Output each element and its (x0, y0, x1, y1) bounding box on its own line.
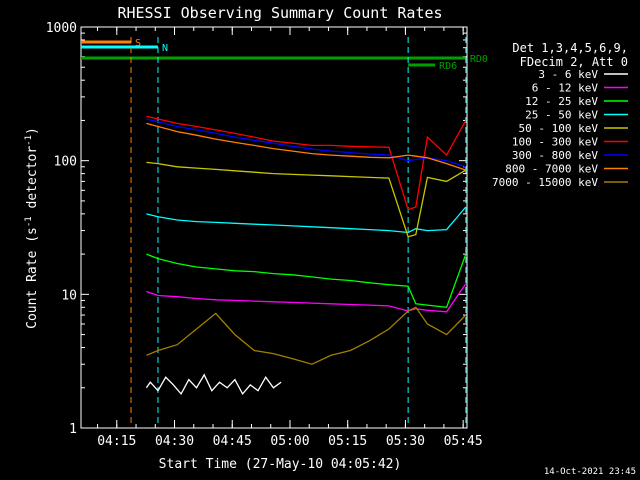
series-line-5 (146, 115, 467, 211)
x-tick-label: 04:15 (97, 434, 136, 449)
series-line-3 (146, 206, 467, 234)
legend-label-2: 12 - 25 keV (525, 95, 598, 108)
legend-label-5: 100 - 300 keV (512, 136, 598, 149)
flag-label-rd0: RD0 (470, 54, 488, 65)
series-line-7 (146, 122, 467, 171)
x-tick-label: 04:30 (155, 434, 194, 449)
flag-label-n: N (162, 43, 168, 54)
y-axis-label-sup2: -1 (24, 135, 34, 146)
legend-label-0: 3 - 6 keV (538, 68, 598, 81)
plot-frame (80, 26, 468, 429)
y-tick-label: 1 (69, 422, 77, 437)
x-tick-label: 05:30 (386, 434, 425, 449)
y-axis-label-end: ) (25, 127, 40, 135)
x-axis-label: Start Time (27-May-10 04:05:42) (159, 457, 402, 472)
legend-header-line-1: Det 1,3,4,5,6,9, (512, 41, 628, 55)
legend-label-4: 50 - 100 keV (519, 122, 599, 135)
y-tick-label: 10 (61, 288, 77, 303)
x-tick-label: 05:45 (444, 434, 483, 449)
x-tick-label: 05:00 (270, 434, 309, 449)
legend-label-6: 300 - 800 keV (512, 149, 598, 162)
timestamp: 14-Oct-2021 23:45 (544, 467, 636, 477)
legend-label-1: 6 - 12 keV (532, 82, 599, 95)
flag-label-s: S (135, 38, 141, 49)
legend-label-7: 800 - 7000 keV (505, 163, 598, 176)
y-axis-label-sup1: -1 (24, 216, 34, 227)
flag-label-rd6: RD6 (439, 61, 457, 72)
legend-header-line-2: FDecim 2, Att 0 (520, 55, 628, 69)
y-axis-label-mid: detector (25, 146, 40, 217)
y-tick-label: 100 (54, 155, 77, 170)
legend-label-8: 7000 - 15000 keV (492, 176, 598, 189)
x-tick-label: 05:15 (328, 434, 367, 449)
y-axis-label-text: Count Rate (s (25, 227, 40, 329)
series-line-0 (145, 373, 282, 396)
y-tick-label: 1000 (46, 21, 77, 36)
chart-title: RHESSI Observing Summary Count Rates (117, 4, 442, 22)
series-line-4 (146, 161, 467, 238)
series-line-2 (146, 253, 467, 309)
legend-label-3: 25 - 50 keV (525, 109, 598, 122)
x-tick-label: 04:45 (213, 434, 252, 449)
y-axis-label: Count Rate (s-1 detector-1) (24, 127, 40, 329)
plot-area: 1 10 100 1000 04:15 04:30 04:45 05:00 05:15 05:30… (46, 21, 488, 449)
series-line-8 (146, 306, 467, 365)
series-line-1 (146, 283, 467, 313)
series-line-6 (146, 118, 466, 168)
